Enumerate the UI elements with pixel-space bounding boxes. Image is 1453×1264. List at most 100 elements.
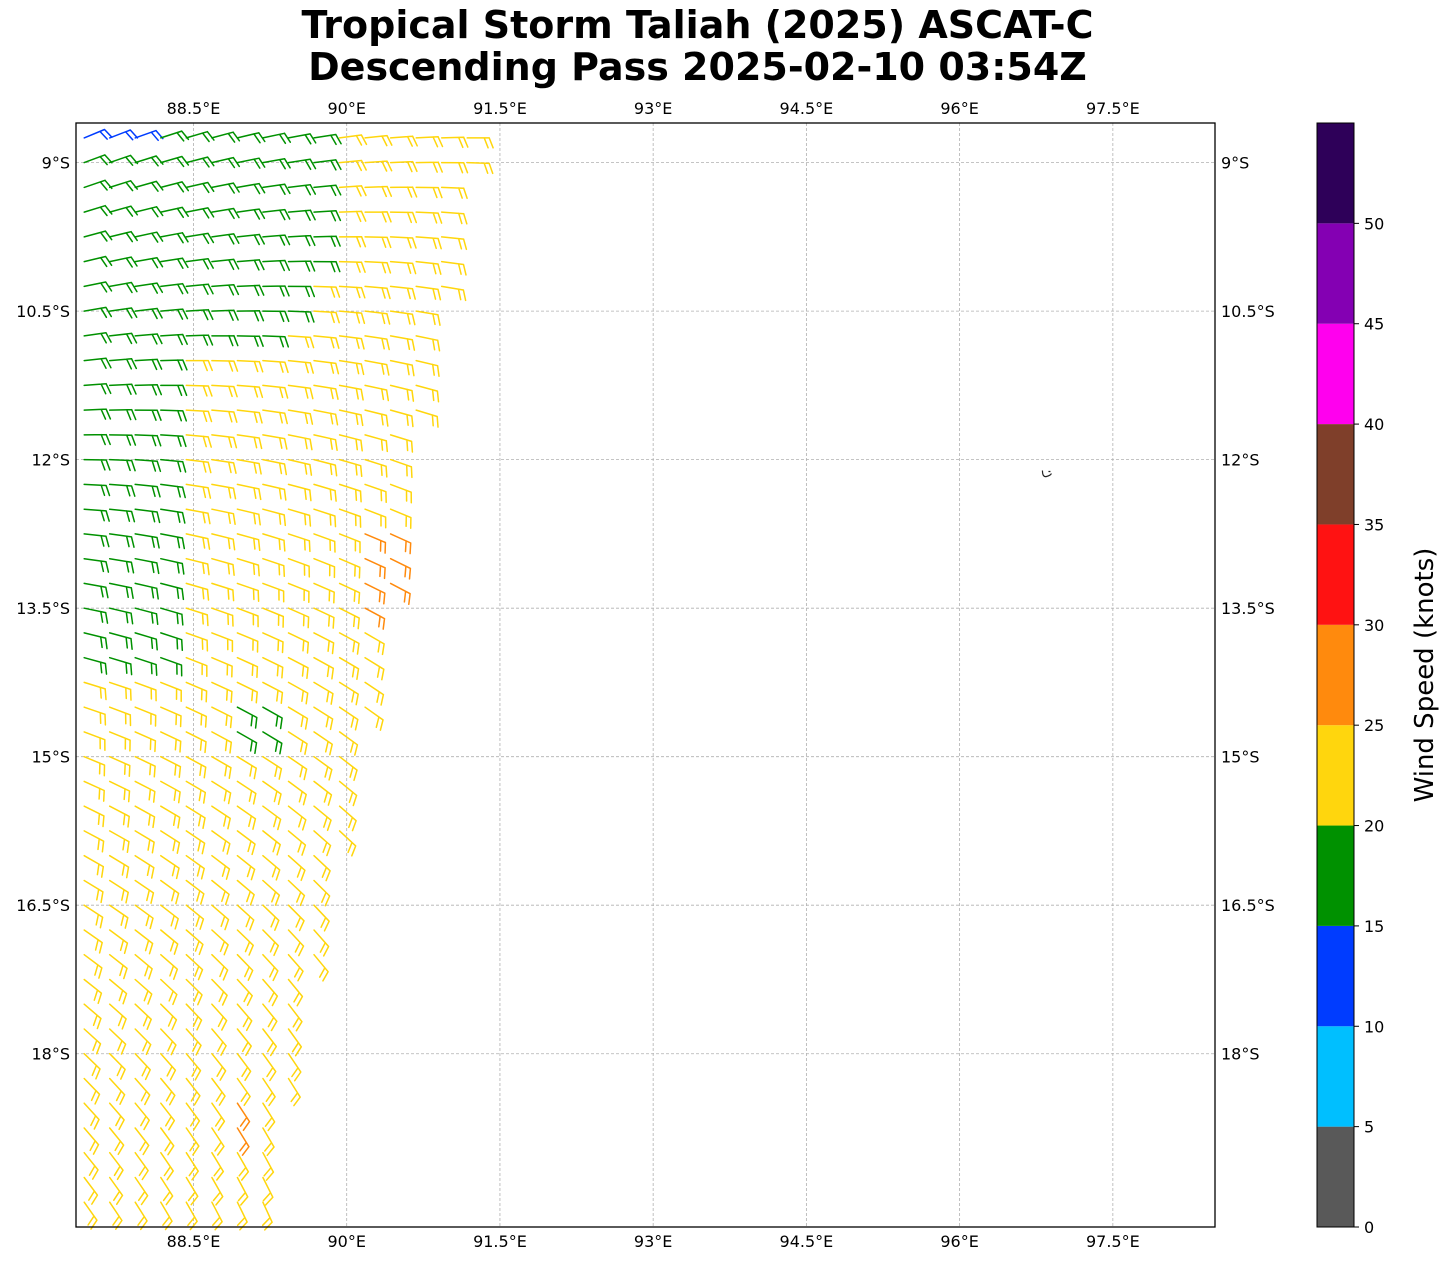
wind-barb bbox=[134, 206, 164, 218]
colorbar-segment bbox=[1317, 323, 1354, 425]
wind-barb bbox=[185, 1102, 201, 1131]
wind-barb bbox=[236, 384, 264, 399]
colorbar-tick-label: 20 bbox=[1364, 817, 1384, 836]
wind-barb bbox=[134, 231, 164, 243]
wind-barb bbox=[211, 384, 238, 398]
wind-barb bbox=[160, 1003, 178, 1031]
wind-barb bbox=[160, 1127, 175, 1156]
wind-barb bbox=[236, 1077, 251, 1107]
wind-barb bbox=[108, 383, 137, 395]
wind-barb bbox=[211, 904, 230, 931]
wind-barb bbox=[160, 458, 187, 473]
y-tick-label: 10.5°S bbox=[1221, 302, 1275, 321]
wind-barb bbox=[338, 458, 363, 478]
wind-barb bbox=[262, 158, 291, 170]
wind-barb bbox=[108, 230, 138, 243]
wind-barb bbox=[185, 904, 205, 930]
wind-barb bbox=[287, 359, 314, 374]
wind-barb bbox=[313, 706, 334, 731]
wind-barb bbox=[287, 285, 316, 298]
wind-barb bbox=[160, 232, 189, 244]
wind-barb bbox=[440, 186, 468, 200]
wind-barb bbox=[185, 1003, 203, 1031]
wind-barb bbox=[236, 731, 258, 755]
x-tick-label: 96°E bbox=[940, 1232, 978, 1251]
wind-barb bbox=[83, 830, 105, 853]
wind-barb bbox=[364, 260, 392, 274]
wind-barb bbox=[83, 382, 112, 395]
wind-barb bbox=[134, 1052, 151, 1081]
wind-barb bbox=[83, 332, 112, 344]
wind-barb bbox=[262, 434, 288, 450]
wind-barb bbox=[108, 681, 132, 701]
colorbar-tick-label: 5 bbox=[1364, 1118, 1374, 1137]
wind-barb bbox=[338, 731, 359, 756]
wind-barb bbox=[262, 582, 285, 603]
wind-barb bbox=[108, 307, 138, 319]
wind-barb bbox=[287, 978, 304, 1007]
wind-barb bbox=[185, 1028, 202, 1056]
wind-barb bbox=[338, 656, 360, 681]
wind-barb bbox=[211, 656, 233, 678]
wind-barb bbox=[185, 1052, 202, 1081]
wind-barb bbox=[160, 1077, 176, 1106]
wind-barb bbox=[83, 582, 109, 599]
wind-barb bbox=[211, 508, 236, 525]
wind-barb bbox=[287, 234, 316, 247]
wind-barb bbox=[236, 483, 262, 501]
wind-barb bbox=[338, 159, 367, 172]
wind-barb bbox=[134, 632, 158, 651]
wind-barb bbox=[338, 210, 367, 223]
wind-barb bbox=[134, 458, 162, 473]
wind-barb bbox=[313, 409, 339, 426]
wind-barb bbox=[236, 182, 266, 195]
colorbar-segment bbox=[1317, 223, 1354, 324]
wind-barb bbox=[236, 1003, 253, 1032]
wind-barb bbox=[313, 210, 342, 222]
wind-barb bbox=[236, 157, 266, 169]
x-tick-label: 93°E bbox=[634, 1232, 672, 1251]
wind-barb bbox=[287, 434, 313, 451]
wind-barb bbox=[83, 1052, 101, 1080]
wind-barb bbox=[83, 508, 110, 522]
wind-barb bbox=[83, 483, 111, 497]
wind-barb bbox=[134, 384, 163, 396]
wind-barb bbox=[160, 1201, 173, 1231]
wind-barb bbox=[108, 1201, 123, 1230]
wind-barb bbox=[338, 557, 361, 579]
colorbar-tick-label: 35 bbox=[1364, 515, 1384, 534]
wind-barb bbox=[134, 1003, 152, 1030]
wind-barb bbox=[236, 632, 259, 653]
wind-barb bbox=[83, 1077, 101, 1105]
wind-barb bbox=[83, 1151, 99, 1180]
wind-barb bbox=[134, 1176, 149, 1206]
wind-barb bbox=[160, 681, 182, 702]
wind-barb bbox=[236, 929, 254, 956]
wind-barb bbox=[108, 731, 131, 752]
wind-barb bbox=[262, 483, 287, 501]
wind-barb bbox=[287, 904, 305, 932]
y-tick-label: 12°S bbox=[31, 451, 70, 470]
wind-barb bbox=[262, 830, 281, 856]
wind-barb bbox=[185, 632, 209, 652]
colorbar-segment bbox=[1317, 1126, 1354, 1227]
wind-barb bbox=[338, 508, 362, 528]
wind-barb bbox=[211, 533, 236, 551]
wind-barb bbox=[83, 128, 113, 140]
wind-barb bbox=[389, 186, 418, 198]
wind-barb bbox=[287, 310, 315, 323]
wind-barb bbox=[262, 409, 288, 425]
wind-barb bbox=[211, 780, 232, 805]
wind-barb bbox=[389, 557, 412, 580]
wind-barb bbox=[160, 384, 188, 397]
wind-barb bbox=[364, 409, 389, 427]
wind-barb bbox=[338, 409, 364, 427]
wind-barb bbox=[134, 879, 155, 904]
wind-barb bbox=[160, 557, 185, 575]
wind-barb bbox=[389, 160, 418, 173]
wind-barb bbox=[134, 434, 162, 447]
wind-barb bbox=[211, 1028, 227, 1056]
wind-barb bbox=[364, 310, 391, 325]
wind-barb bbox=[185, 384, 213, 397]
wind-barb bbox=[287, 805, 307, 831]
